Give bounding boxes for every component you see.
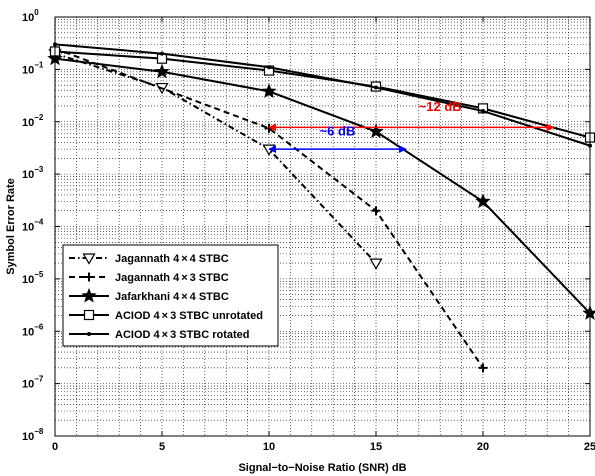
y-tick-label: 10−5 [22, 270, 44, 286]
series-line-4 [54, 50, 591, 139]
series-line-3 [54, 57, 591, 315]
annotation-label-2: ~6 dB [320, 123, 356, 138]
series-line-5 [54, 43, 591, 147]
data-point [369, 258, 383, 270]
x-tick-label: 0 [52, 441, 58, 453]
grid [55, 17, 590, 436]
legend-label: ACIOD 4 × 3 STBC rotated [115, 329, 250, 341]
legend-marker [83, 309, 95, 321]
x-tick-label: 10 [263, 441, 275, 453]
legend-marker [81, 287, 97, 303]
y-tick-label: 10−3 [22, 165, 44, 181]
legend-entry-5: ACIOD 4 × 3 STBC rotated [69, 329, 250, 341]
x-tick-label: 20 [477, 441, 489, 453]
legend: Jagannath 4 × 4 STBC Jagannath 4 × 3 STBC Jafa… [62, 244, 279, 347]
x-tick-label: 5 [159, 441, 165, 453]
legend-entry-3: Jafarkhani 4 × 4 STBC [69, 287, 229, 303]
legend-entry-2: Jagannath 4 × 3 STBC [69, 272, 229, 284]
data-point [475, 193, 491, 209]
y-tick-label: 10−4 [22, 218, 44, 234]
y-tick-label: 10−1 [22, 60, 44, 76]
y-tick-label: 100 [22, 8, 39, 24]
legend-marker [87, 332, 91, 336]
legend-label: Jagannath 4 × 3 STBC [115, 272, 229, 284]
legend-entry-4: ACIOD 4 × 3 STBC unrotated [69, 309, 263, 322]
x-tick-label: 15 [370, 441, 382, 453]
y-tick-label: 10−6 [22, 322, 44, 338]
legend-marker [82, 253, 96, 265]
data-point [261, 83, 277, 98]
series-line-1 [54, 52, 377, 264]
legend-entry-1: Jagannath 4 × 4 STBC [69, 253, 229, 265]
data-point [154, 63, 170, 79]
plot-frame [54, 16, 591, 437]
data-point [267, 65, 271, 70]
data-point [481, 109, 485, 114]
legend-marker [84, 272, 94, 282]
tick-labels: 0 5 10 15 20 25 100 10−1 10−2 10−3 10−4 10−5 10−6 10−… [22, 8, 595, 453]
data-point [371, 206, 381, 216]
y-tick-label: 10−7 [22, 375, 44, 391]
x-axis-label: Signal−to−Noise Ratio (SNR) dB [238, 462, 406, 474]
y-tick-label: 10−8 [22, 427, 44, 443]
legend-label: Jafarkhani 4 × 4 STBC [115, 291, 229, 303]
x-tick-label: 25 [584, 441, 595, 453]
legend-label: ACIOD 4 × 3 STBC unrotated [115, 310, 263, 322]
data-point [374, 85, 378, 90]
data-point [478, 363, 488, 373]
y-axis-label: Symbol Error Rate [5, 178, 17, 275]
annotation-label-1: ~12 dB [419, 99, 462, 114]
y-tick-label: 10−2 [22, 113, 44, 129]
legend-label: Jagannath 4 × 4 STBC [115, 253, 229, 265]
annotations: ~12 dB ~6 dB [268, 99, 555, 154]
series-line-2 [54, 47, 484, 369]
data-point [160, 51, 164, 56]
